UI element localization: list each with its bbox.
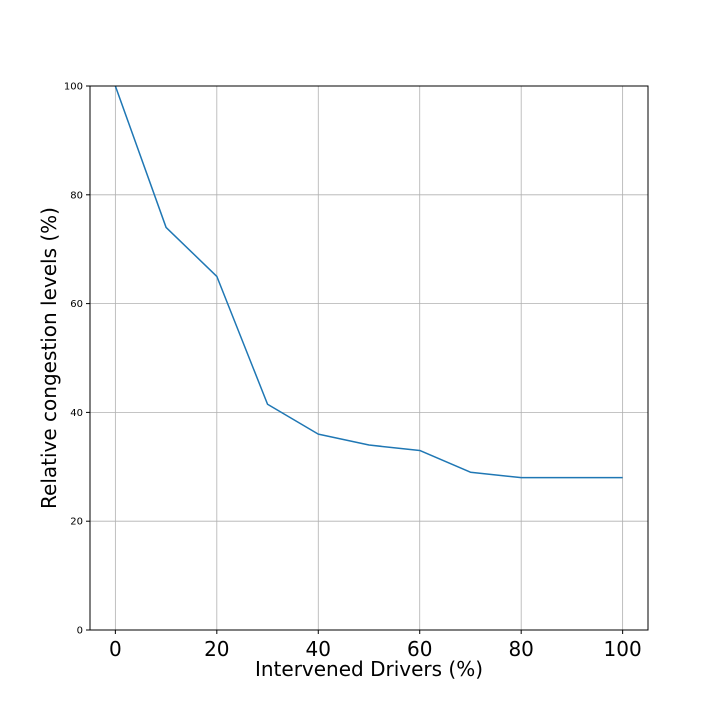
x-tick-label: 100	[604, 637, 642, 661]
x-tick-label: 60	[407, 637, 432, 661]
y-tick-label: 80	[70, 190, 83, 201]
series-layer	[114, 85, 623, 479]
x-tick-label: 20	[204, 637, 229, 661]
y-tick-label: 0	[77, 626, 83, 637]
series-line	[114, 85, 623, 479]
x-tick-label: 80	[508, 637, 533, 661]
y-tick-label: 100	[64, 82, 83, 93]
y-tick-label: 60	[70, 299, 83, 310]
y-tick-label: 40	[70, 408, 83, 419]
x-axis-label: Intervened Drivers (%)	[255, 657, 483, 681]
y-axis-label: Relative congestion levels (%)	[37, 207, 61, 509]
y-tick-label: 20	[70, 517, 83, 528]
x-axis-ticks: 0 20 40 60 80 100	[109, 630, 642, 661]
x-tick-label: 0	[109, 637, 122, 661]
y-axis-ticks: 0 20 40 60 80 100	[64, 82, 90, 637]
x-tick-label: 40	[306, 637, 331, 661]
plot-frame	[89, 85, 649, 631]
